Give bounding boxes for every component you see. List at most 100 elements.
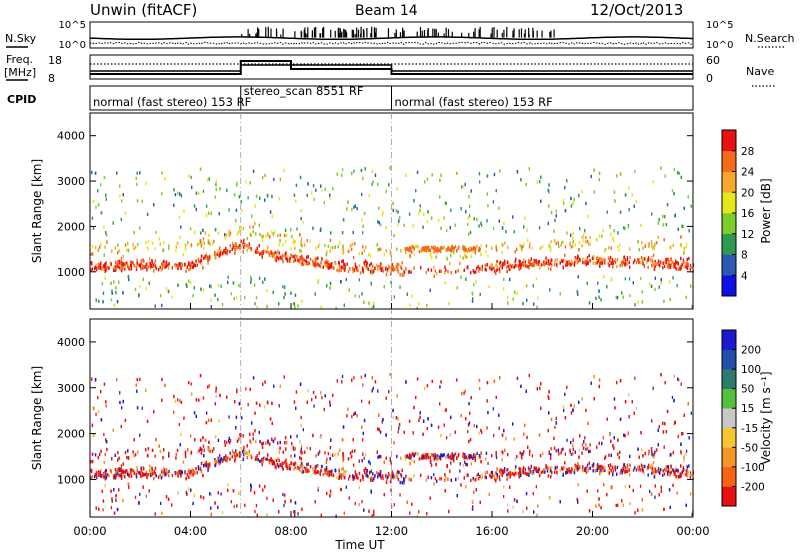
power-cell [261, 255, 263, 259]
velocity-cell [121, 406, 123, 410]
power-cell [269, 235, 271, 239]
power-cell [327, 260, 329, 264]
velocity-cell [358, 485, 360, 490]
power-cell [538, 226, 541, 230]
power-cell [597, 255, 599, 259]
power-cell [617, 231, 619, 235]
power-cell [98, 266, 100, 270]
power-cell [624, 262, 626, 266]
power-cell [577, 254, 579, 258]
power-cell [554, 258, 557, 262]
power-cell [256, 305, 258, 310]
power-cell [470, 271, 472, 275]
power-cell [647, 265, 649, 269]
power-cell [201, 240, 203, 244]
power-cell [498, 267, 500, 271]
power-cell [576, 290, 578, 294]
power-cell [662, 266, 664, 270]
velocity-cell [351, 415, 353, 419]
velocity-cell [490, 471, 492, 475]
power-cell [465, 248, 467, 252]
velocity-cell [563, 408, 565, 413]
power-cell [653, 245, 655, 249]
power-cell [683, 206, 685, 210]
power-cell [373, 304, 375, 308]
power-cell [649, 282, 651, 286]
power-cell [466, 266, 468, 270]
power-cell [171, 266, 173, 270]
power-cell [146, 262, 148, 266]
power-cell [127, 265, 129, 269]
power-cell [614, 260, 617, 264]
velocity-cell [648, 463, 650, 467]
power-cell [214, 293, 216, 297]
power-cell [114, 265, 116, 269]
velocity-cell [467, 430, 469, 434]
power-cell [521, 245, 523, 249]
power-cell [363, 300, 365, 304]
power-cell [272, 232, 275, 236]
power-cell [164, 177, 166, 181]
power-cell [284, 233, 286, 237]
power-cell [294, 305, 296, 309]
power-cell [320, 227, 322, 231]
power-cell [564, 253, 566, 257]
power-cell [418, 250, 421, 254]
power-cell [161, 267, 163, 271]
power-cell [641, 241, 643, 245]
power-cell [364, 263, 366, 267]
power-cell [164, 265, 166, 269]
power-cell [306, 239, 308, 243]
power-cell [420, 266, 422, 270]
power-cell [190, 175, 192, 179]
power-cell [467, 265, 469, 270]
power-cell [122, 261, 124, 266]
power-cell [202, 228, 204, 232]
velocity-cell [296, 434, 298, 438]
power-cell [191, 185, 193, 189]
power-cell [362, 270, 364, 274]
power-cell [479, 248, 481, 252]
power-cell [131, 260, 133, 264]
power-cell [562, 198, 565, 202]
power-cell [264, 277, 266, 281]
power-cell [94, 266, 97, 270]
velocity-cell [649, 489, 651, 493]
power-cell [665, 223, 668, 227]
power-cell [283, 296, 285, 300]
velocity-cell [126, 455, 128, 460]
power-cell [104, 263, 106, 267]
power-cell [347, 269, 350, 273]
freq-label-2: [MHz] [4, 66, 36, 79]
power-cell [468, 214, 471, 218]
power-cell [219, 246, 221, 250]
power-cell [500, 263, 502, 268]
power-cell [296, 255, 298, 259]
velocity-cell [167, 471, 169, 475]
power-cell [259, 252, 261, 256]
power-cell [271, 251, 273, 256]
power-cell [192, 294, 194, 298]
power-cell [180, 266, 182, 270]
power-cell [339, 241, 341, 245]
power-cell [655, 241, 658, 245]
power-cell [651, 242, 653, 247]
power-cell [408, 248, 411, 252]
power-cell [262, 176, 264, 180]
power-cell [428, 245, 430, 250]
power-cell [221, 303, 224, 307]
power-cell [103, 175, 106, 180]
velocity-cell [609, 466, 611, 470]
velocity-cell [228, 439, 230, 443]
power-cell [468, 195, 470, 199]
nsky-line [89, 36, 693, 41]
velocity-cell [327, 452, 329, 456]
power-cell [371, 271, 374, 275]
power-cell [137, 263, 139, 267]
power-cell [610, 278, 612, 282]
power-cell [95, 263, 98, 267]
power-cell [105, 268, 108, 272]
power-cell [504, 262, 506, 266]
velocity-cell [663, 472, 666, 476]
power-cell [254, 302, 256, 306]
